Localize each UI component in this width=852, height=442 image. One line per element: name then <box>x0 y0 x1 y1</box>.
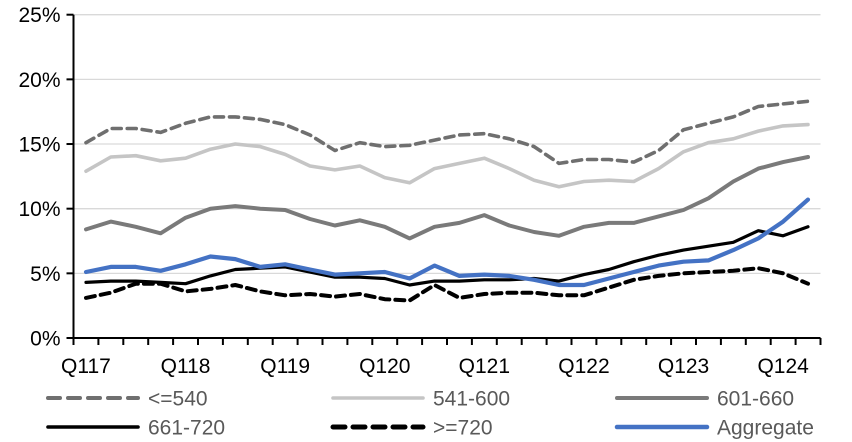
y-axis-label-5pct: 5% <box>30 263 60 286</box>
y-axis-label-10pct: 10% <box>18 198 60 221</box>
legend-label-Aggregate: Aggregate <box>717 417 814 440</box>
legend-item-540: <=540 <box>46 388 208 411</box>
series-line-Aggregate <box>83 197 811 288</box>
legend-item-601-660: 601-660 <box>615 388 794 411</box>
x-axis-label-Q121: Q121 <box>459 355 510 378</box>
x-axis-label-Q124: Q124 <box>757 355 809 378</box>
legend-item-541-600: 541-600 <box>331 388 510 411</box>
legend-label-601-660: 601-660 <box>717 388 794 411</box>
x-axis-label-Q122: Q122 <box>558 355 609 378</box>
legend-label-661-720: 661-720 <box>148 417 225 440</box>
x-axis-label-Q120: Q120 <box>359 355 410 378</box>
y-axis-label-20pct: 20% <box>18 69 60 92</box>
series-line-661-720 <box>84 225 810 287</box>
x-axis-label-Q119: Q119 <box>260 355 310 378</box>
y-axis-label-15pct: 15% <box>18 134 60 157</box>
legend-item-720: >=720 <box>330 417 493 440</box>
legend-item-Aggregate: Aggregate <box>614 417 814 440</box>
y-axis-label-0pct: 0% <box>30 328 60 351</box>
x-axis-label-Q118: Q118 <box>161 355 211 378</box>
legend-item-661-720: 661-720 <box>46 417 225 440</box>
x-axis-label-Q117: Q117 <box>61 355 111 378</box>
series-line-601-660 <box>84 155 810 241</box>
series-line-720 <box>84 266 810 303</box>
legend-label-720: >=720 <box>433 417 493 440</box>
legend-label-541-600: 541-600 <box>433 388 510 411</box>
x-axis-label-Q123: Q123 <box>658 355 709 378</box>
y-axis-label-25pct: 25% <box>18 4 60 27</box>
legend-label-540: <=540 <box>148 388 208 411</box>
series-line-540 <box>84 99 810 166</box>
series-line-541-600 <box>84 122 810 189</box>
